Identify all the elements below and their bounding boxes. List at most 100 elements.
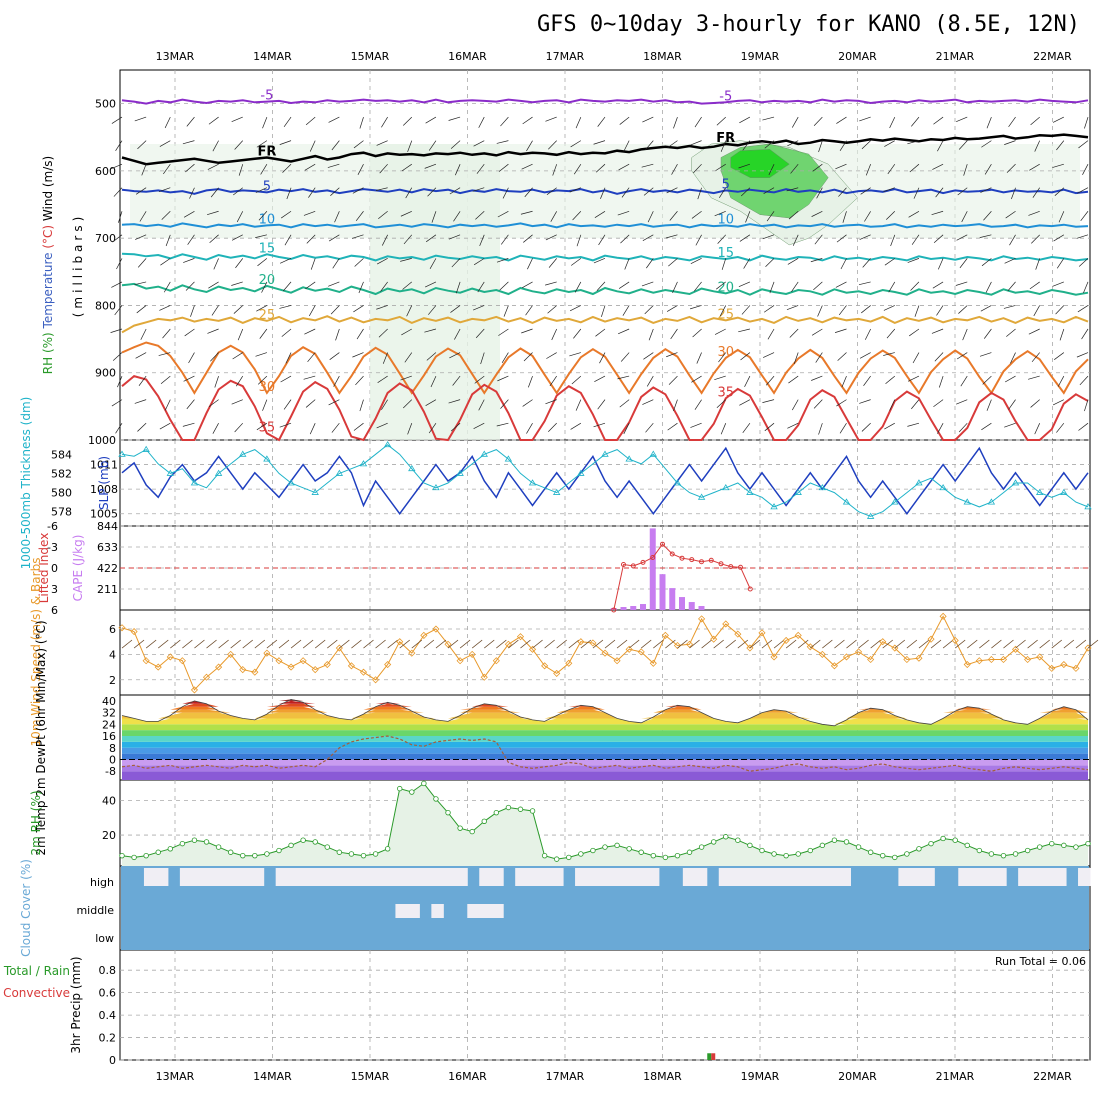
precip-tick-label: 0.4 [99,1009,117,1022]
wind-barb [476,163,485,174]
cloud-high-clear [1030,868,1043,886]
wind-barb [647,211,654,223]
wind-speed-point [1072,664,1080,672]
wind-barb [570,422,582,430]
wind-speed-point [1048,664,1056,672]
thickness-point [311,488,319,495]
wind-barb [281,328,292,337]
temp-tick-label: 32 [102,707,116,720]
wind-barb-10m [761,639,773,649]
wind-barb [693,281,702,292]
wind-barb [839,422,847,434]
isotherm-label: 25 [717,307,734,322]
wind-barb-10m [484,639,495,649]
wind-barb [618,163,630,171]
wind-barb [304,163,316,171]
wind-barb [982,375,992,385]
wind-barb [500,234,509,245]
wind-barb [811,375,823,381]
wind-barb [1077,187,1089,194]
wind-barb [864,328,871,340]
lifted-index-point [738,564,743,570]
rh-area-fill [122,783,1088,866]
wind-barb [497,375,509,382]
rh-point [638,849,644,855]
wind-barb [1033,305,1041,317]
cloud-high-clear [527,868,540,886]
wind-barb [279,422,292,428]
wind-barb [140,328,147,340]
date-label-top: 21MAR [936,50,975,63]
pressure-tick-label: 500 [95,98,116,111]
wind-barb [597,116,606,127]
wind-barb [1053,234,1065,242]
wind-barb [115,140,123,151]
rh-ylabel: 2m RH (%) [29,790,43,855]
cloud-high-clear [790,868,804,886]
wind-barb [159,422,171,430]
cloud-level-label: high [90,876,114,889]
wind-barb [961,211,968,223]
wind-barb [431,211,437,223]
thickness-point [673,479,682,486]
wind-barb [936,305,944,316]
wind-speed-point [384,660,392,669]
isotherm-label: 10 [259,212,276,227]
wind-barb-10m [339,639,350,649]
wind-barb-10m [580,639,592,649]
isotherm-label: -5 [719,89,732,104]
wind-barb-10m [121,639,133,649]
wind-barb [889,116,896,129]
wind-barb [402,399,413,409]
rh-point [880,852,886,859]
wind-speed-point [903,655,911,664]
wind-speed-point [830,662,838,670]
wind-barb [282,281,292,292]
wind-barb [673,116,678,129]
precip-ylabel: 3hr Precip (mm) [69,956,83,1053]
wind-barb [836,116,847,124]
wind-barb [303,375,316,380]
wind-barb-10m [653,639,664,649]
wind-barb [551,328,558,341]
ylabel-part: (°C) [41,221,55,249]
cloud-middle-clear [431,904,444,918]
wind-barb [932,163,944,170]
wind-barb-10m [182,639,193,649]
wind-barb [454,328,461,340]
wind-barb [523,352,533,362]
wind-barb-10m [496,639,507,649]
isotherm-label: 5 [722,177,730,192]
rh-point [867,849,874,855]
wind-barb [428,422,437,434]
wind-barb [621,187,630,198]
thickness-point [625,455,633,462]
wind-barb [522,399,533,407]
wind-barb-10m [133,639,145,649]
upper-air-ylabel: RH (%) Temperature (°C) Wind (m/s) [41,156,55,374]
wind-barb [1084,399,1089,412]
cloud-high-clear [910,868,923,886]
cloud-high-clear [898,868,911,886]
thickness-point [866,512,875,519]
wind-barb [185,163,195,173]
wind-barb [933,116,944,125]
wind-barb [811,210,823,217]
wind-barb [793,352,799,364]
wind-barb [404,352,413,363]
wind-barb [596,281,606,291]
wind-barb [400,210,412,217]
wind-speed-point [118,624,126,632]
wind-barb [257,258,268,267]
thickness-point [987,498,996,505]
wind-barb [570,140,582,148]
wind-barb-10m [556,639,567,649]
wind-barb [738,281,751,288]
wind-barb [282,163,292,173]
wind-barb [1083,281,1089,294]
wind-barb [745,211,751,223]
cloud-high-clear [191,868,205,886]
wind-barb [400,375,412,381]
temperature-band [122,724,1088,731]
